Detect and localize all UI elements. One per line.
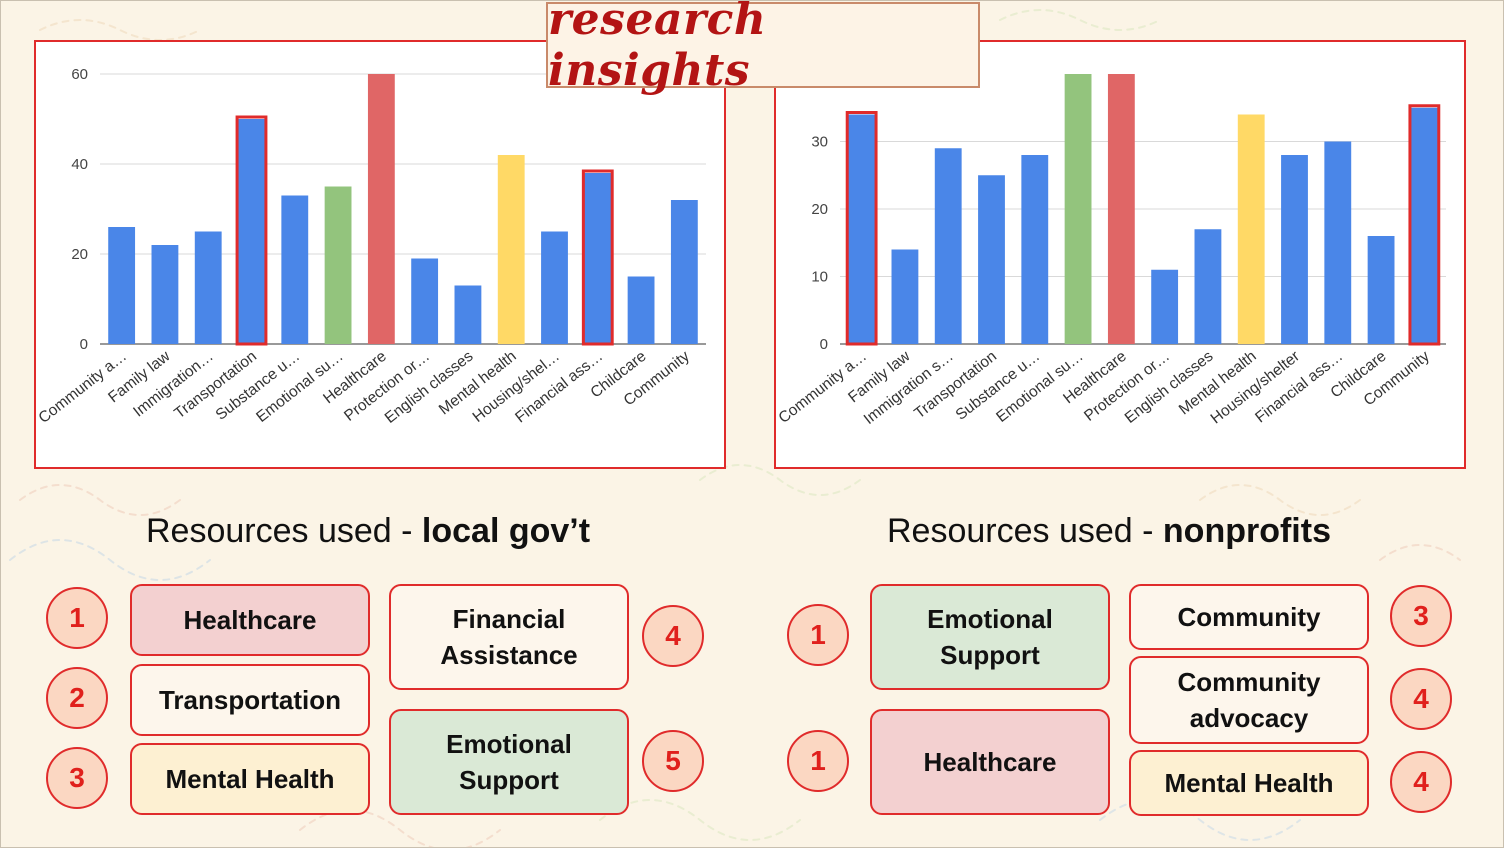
nonprofits-heading: Resources used - nonprofits [887, 512, 1331, 551]
local-gov-rank-2: 2 [46, 667, 108, 729]
bar-family-law [891, 249, 919, 344]
local-gov-item-healthcare: Healthcare [130, 584, 370, 656]
y-tick-label: 40 [71, 156, 88, 173]
local-gov-chart: 0 20 40 60 Community a… Family law Immigration… [34, 40, 726, 469]
nonprofits-item-mental-health: Mental Health [1129, 750, 1369, 816]
bar-childcare [627, 276, 655, 344]
bar-childcare [1367, 236, 1395, 344]
nonprofits-item-healthcare: Healthcare [870, 709, 1110, 815]
bar-transportation [978, 175, 1005, 344]
bar-immigration [194, 231, 222, 344]
local-gov-heading-prefix: Resources used - [146, 512, 422, 550]
y-tick-label: 10 [811, 269, 828, 286]
bar-housing-shelter [1281, 155, 1308, 344]
highlight-outline-financial-ass [581, 169, 614, 346]
bar-financial-ass [584, 173, 612, 344]
y-tick-label: 20 [811, 201, 828, 218]
bar-english-classes [454, 285, 482, 344]
bar-protection-or [411, 258, 439, 344]
nonprofits-heading-prefix: Resources used - [887, 512, 1163, 550]
local-gov-item-transportation: Transportation [130, 664, 370, 736]
local-gov-item-mental-health: Mental Health [130, 743, 370, 815]
bar-financial-ass [1324, 141, 1352, 344]
local-gov-heading-bold: local gov’t [421, 512, 591, 550]
y-tick-label: 0 [820, 336, 828, 353]
highlight-outline-community-a [845, 111, 878, 346]
highlight-outline-community [1408, 104, 1441, 346]
bar-community-a [848, 114, 876, 344]
bar-immigration-s [934, 148, 962, 344]
bar-protection-or [1151, 269, 1179, 344]
local-gov-item-emotional-support: Emotional Support [389, 709, 629, 815]
local-gov-heading: Resources used - local gov’t [146, 512, 590, 551]
local-gov-rank-3: 3 [46, 747, 108, 809]
bar-mental-health [1237, 114, 1265, 344]
nonprofits-rank-community: 3 [1390, 585, 1452, 647]
bar-substance-u [281, 195, 309, 344]
nonprofits-rank-community-advocacy: 4 [1390, 668, 1452, 730]
bar-emotional-su [324, 186, 352, 344]
highlight-outline-transportation [235, 115, 268, 346]
nonprofits-rank-healthcare: 1 [787, 730, 849, 792]
y-tick-label: 60 [71, 66, 88, 83]
bar-housing-shel [541, 231, 568, 344]
bar-emotional-su [1064, 74, 1092, 344]
page-title: research insights [548, 0, 767, 96]
bar-healthcare [1107, 74, 1135, 344]
bar-family-law [151, 245, 179, 344]
bar-community [1410, 107, 1438, 344]
nonprofits-rank-emotional-support: 1 [787, 604, 849, 666]
nonprofits-item-emotional-support: Emotional Support [870, 584, 1110, 690]
local-gov-rank-5: 5 [642, 730, 704, 792]
bar-substance-u [1021, 155, 1049, 344]
y-tick-label: 20 [71, 246, 88, 263]
nonprofits-item-community-advocacy: Community advocacy [1129, 656, 1369, 744]
title-box: research insights [546, 0, 980, 96]
nonprofits-heading-bold: nonprofits [1162, 512, 1331, 550]
bar-community [670, 200, 698, 344]
nonprofits-chart: 0 10 20 30 Community a… Family law Immigration… [774, 40, 1466, 469]
nonprofits-rank-mental-health: 4 [1390, 751, 1452, 813]
bar-transportation [238, 119, 265, 344]
bar-healthcare [367, 74, 395, 344]
y-tick-label: 0 [80, 336, 88, 353]
bar-mental-health [497, 155, 525, 344]
local-gov-rank-4: 4 [642, 605, 704, 667]
local-gov-rank-1: 1 [46, 587, 108, 649]
bar-english-classes [1194, 229, 1222, 344]
nonprofits-item-community: Community [1129, 584, 1369, 650]
bar-community-a [108, 227, 136, 344]
local-gov-item-financial-assistance: Financial Assistance [389, 584, 629, 690]
y-tick-label: 30 [811, 134, 828, 151]
